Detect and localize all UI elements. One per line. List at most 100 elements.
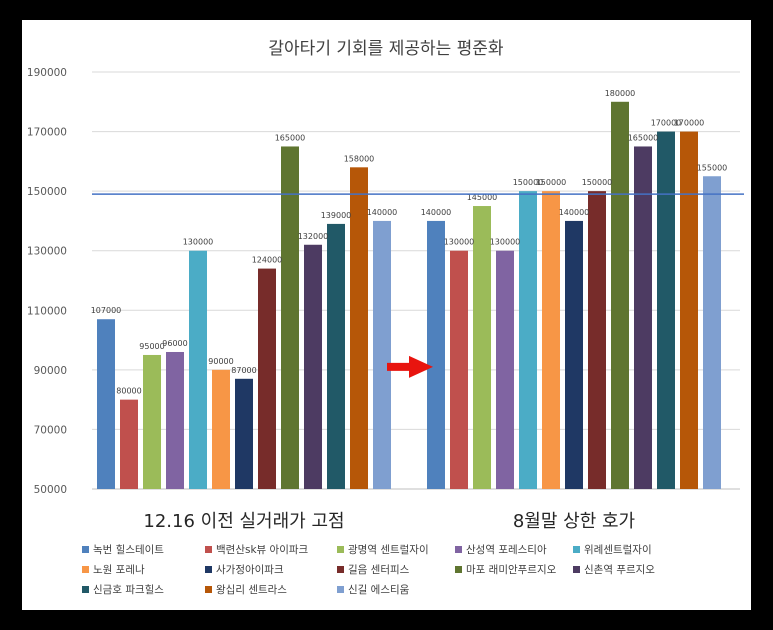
legend-swatch (205, 546, 212, 553)
y-tick-label: 50000 (34, 484, 67, 496)
arrow-right-icon (387, 355, 433, 378)
y-axis: 50000 70000 90000 110000 130000 150000 170000 1… (27, 67, 67, 496)
legend-item: 신금호 파크힐스 (82, 582, 205, 597)
bar (281, 146, 299, 489)
data-label: 145000 (467, 193, 498, 202)
data-label: 165000 (628, 133, 659, 142)
bar (657, 131, 675, 490)
bar (680, 131, 698, 490)
legend-swatch (82, 546, 89, 553)
legend-item: 백련산sk뷰 아이파크 (205, 542, 337, 557)
data-label: 170000 (674, 119, 705, 128)
bar (588, 191, 606, 489)
legend-item: 노원 포레나 (82, 562, 205, 577)
legend-swatch (337, 566, 344, 573)
data-label: 140000 (421, 208, 452, 217)
legend-item: 산성역 포레스티아 (455, 542, 573, 557)
legend-item: 신촌역 푸르지오 (573, 562, 733, 577)
bar (496, 250, 514, 489)
data-label: 158000 (344, 154, 375, 163)
overlays (92, 193, 744, 378)
y-tick-label: 90000 (34, 365, 67, 377)
y-tick-label: 190000 (27, 67, 67, 79)
legend-swatch (455, 566, 462, 573)
legend-item: 녹번 힐스테이트 (82, 542, 205, 557)
bar (143, 354, 161, 489)
bar (120, 399, 138, 489)
data-label: 155000 (697, 163, 728, 172)
legend-swatch (82, 566, 89, 573)
legend-swatch (573, 546, 580, 553)
bar (473, 206, 491, 490)
bar (450, 250, 468, 489)
y-tick-label: 170000 (27, 127, 67, 139)
chart-title: 갈아타기 기회를 제공하는 평준화 (268, 39, 504, 59)
bars (97, 101, 721, 490)
bar (542, 191, 560, 489)
bar (212, 369, 230, 489)
bar (373, 220, 391, 489)
y-tick-label: 70000 (34, 424, 67, 436)
legend: 녹번 힐스테이트 백련산sk뷰 아이파크 광명역 센트럴자이 산성역 포레스티아 위례센… (82, 542, 742, 597)
legend-swatch (205, 586, 212, 593)
data-label: 95000 (139, 342, 164, 351)
bar (703, 176, 721, 489)
legend-item: 광명역 센트럴자이 (337, 542, 455, 557)
y-tick-label: 130000 (27, 246, 67, 258)
legend-item: 사가정아이파크 (205, 562, 337, 577)
legend-swatch (573, 566, 580, 573)
legend-item: 위례센트럴자이 (573, 542, 733, 557)
legend-label: 노원 포레나 (93, 564, 145, 576)
x-category-label: 12.16 이전 실거래가 고점 (143, 511, 344, 532)
data-label: 124000 (252, 256, 283, 265)
legend-swatch (205, 566, 212, 573)
y-tick-label: 110000 (27, 305, 67, 317)
legend-label: 녹번 힐스테이트 (93, 544, 164, 556)
bar-chart: 갈아타기 기회를 제공하는 평준화 50000 70000 90000 110000 1… (27, 39, 744, 532)
data-label: 170000 (651, 119, 682, 128)
bar (427, 220, 445, 489)
data-label: 150000 (582, 178, 613, 187)
data-label: 130000 (490, 238, 521, 247)
y-tick-label: 150000 (27, 186, 67, 198)
bar (611, 101, 629, 490)
bar (304, 244, 322, 489)
bar (258, 268, 276, 489)
bar (350, 167, 368, 490)
data-label: 150000 (536, 178, 567, 187)
data-label: 180000 (605, 89, 636, 98)
data-label: 96000 (162, 339, 187, 348)
data-label: 80000 (116, 387, 141, 396)
chart-panel: 갈아타기 기회를 제공하는 평준화 50000 70000 90000 110000 1… (22, 20, 751, 610)
data-label: 87000 (231, 366, 256, 375)
legend-swatch (337, 546, 344, 553)
bar (235, 378, 253, 489)
legend-item: 마포 래미안푸르지오 (455, 562, 573, 577)
bar (97, 319, 115, 489)
data-label: 130000 (183, 238, 214, 247)
legend-label: 광명역 센트럴자이 (348, 544, 429, 556)
data-label: 132000 (298, 232, 329, 241)
data-label: 90000 (208, 357, 233, 366)
legend-label: 사가정아이파크 (216, 564, 284, 576)
legend-label: 마포 래미안푸르지오 (466, 564, 557, 576)
data-label: 107000 (91, 306, 122, 315)
legend-swatch (82, 586, 89, 593)
bar (565, 220, 583, 489)
legend-item: 신길 에스티움 (337, 582, 455, 597)
bar (634, 146, 652, 489)
legend-label: 위례센트럴자이 (584, 544, 652, 556)
data-label: 165000 (275, 133, 306, 142)
data-label: 150000 (513, 178, 544, 187)
bar (189, 250, 207, 489)
data-label: 130000 (444, 238, 475, 247)
legend-item: 왕십리 센트라스 (205, 582, 337, 597)
legend-swatch (337, 586, 344, 593)
data-label: 140000 (367, 208, 398, 217)
legend-label: 신금호 파크힐스 (93, 584, 164, 596)
legend-label: 길음 센터피스 (348, 564, 410, 576)
bar (166, 351, 184, 489)
legend-label: 신길 에스티움 (348, 584, 410, 596)
legend-label: 왕십리 센트라스 (216, 584, 287, 596)
